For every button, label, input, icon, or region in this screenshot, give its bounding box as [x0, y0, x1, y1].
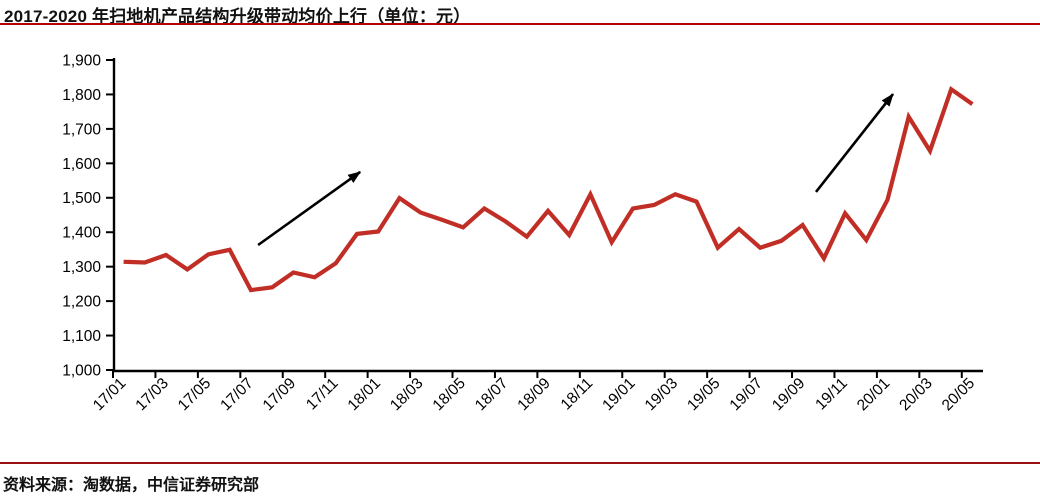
x-axis-label: 17/07 — [217, 375, 256, 414]
title-underline — [0, 23, 1040, 25]
x-axis-label: 18/11 — [558, 375, 597, 414]
y-axis-label: 1,100 — [62, 328, 101, 345]
y-axis-label: 1,300 — [62, 259, 101, 276]
x-axis-label: 17/11 — [303, 375, 342, 414]
y-axis-label: 1,500 — [62, 190, 101, 207]
x-axis-label: 18/07 — [472, 375, 511, 414]
x-axis-label: 20/03 — [896, 375, 935, 414]
x-axis-label: 19/09 — [769, 375, 808, 414]
x-axis-label: 17/05 — [175, 375, 214, 414]
x-axis-label: 18/09 — [514, 375, 553, 414]
y-axis-label: 1,600 — [62, 156, 101, 173]
x-axis-label: 19/05 — [684, 375, 723, 414]
chart-title: 2017-2020 年扫地机产品结构升级带动均价上行（单位：元） — [4, 7, 471, 26]
x-axis-label: 20/05 — [939, 375, 978, 414]
price-line — [123, 85, 974, 293]
x-axis-label: 20/01 — [854, 375, 893, 414]
x-axis-label: 18/03 — [387, 375, 426, 414]
x-axis-label: 17/03 — [132, 375, 171, 414]
trend-arrow — [257, 170, 362, 247]
x-axis-label: 18/05 — [429, 375, 468, 414]
y-axis-label: 1,200 — [62, 294, 101, 311]
footer-rule — [0, 462, 1040, 464]
y-axis-label: 1,800 — [62, 87, 101, 104]
y-axis-label: 1,000 — [62, 362, 101, 379]
trend-arrow — [814, 93, 895, 193]
x-axis-label: 17/01 — [90, 375, 129, 414]
x-axis-label: 19/03 — [642, 375, 681, 414]
x-axis-label: 19/07 — [727, 375, 766, 414]
x-axis-label: 17/09 — [260, 375, 299, 414]
x-axis-label: 19/01 — [599, 375, 638, 414]
y-axis-label: 1,400 — [62, 225, 101, 242]
y-axis-label: 1,700 — [62, 121, 101, 138]
y-axis-label: 1,900 — [62, 52, 101, 69]
x-axis-label: 19/11 — [812, 375, 851, 414]
source-note: 资料来源：淘数据，中信证券研究部 — [3, 477, 260, 494]
x-axis-label: 18/01 — [345, 375, 384, 414]
